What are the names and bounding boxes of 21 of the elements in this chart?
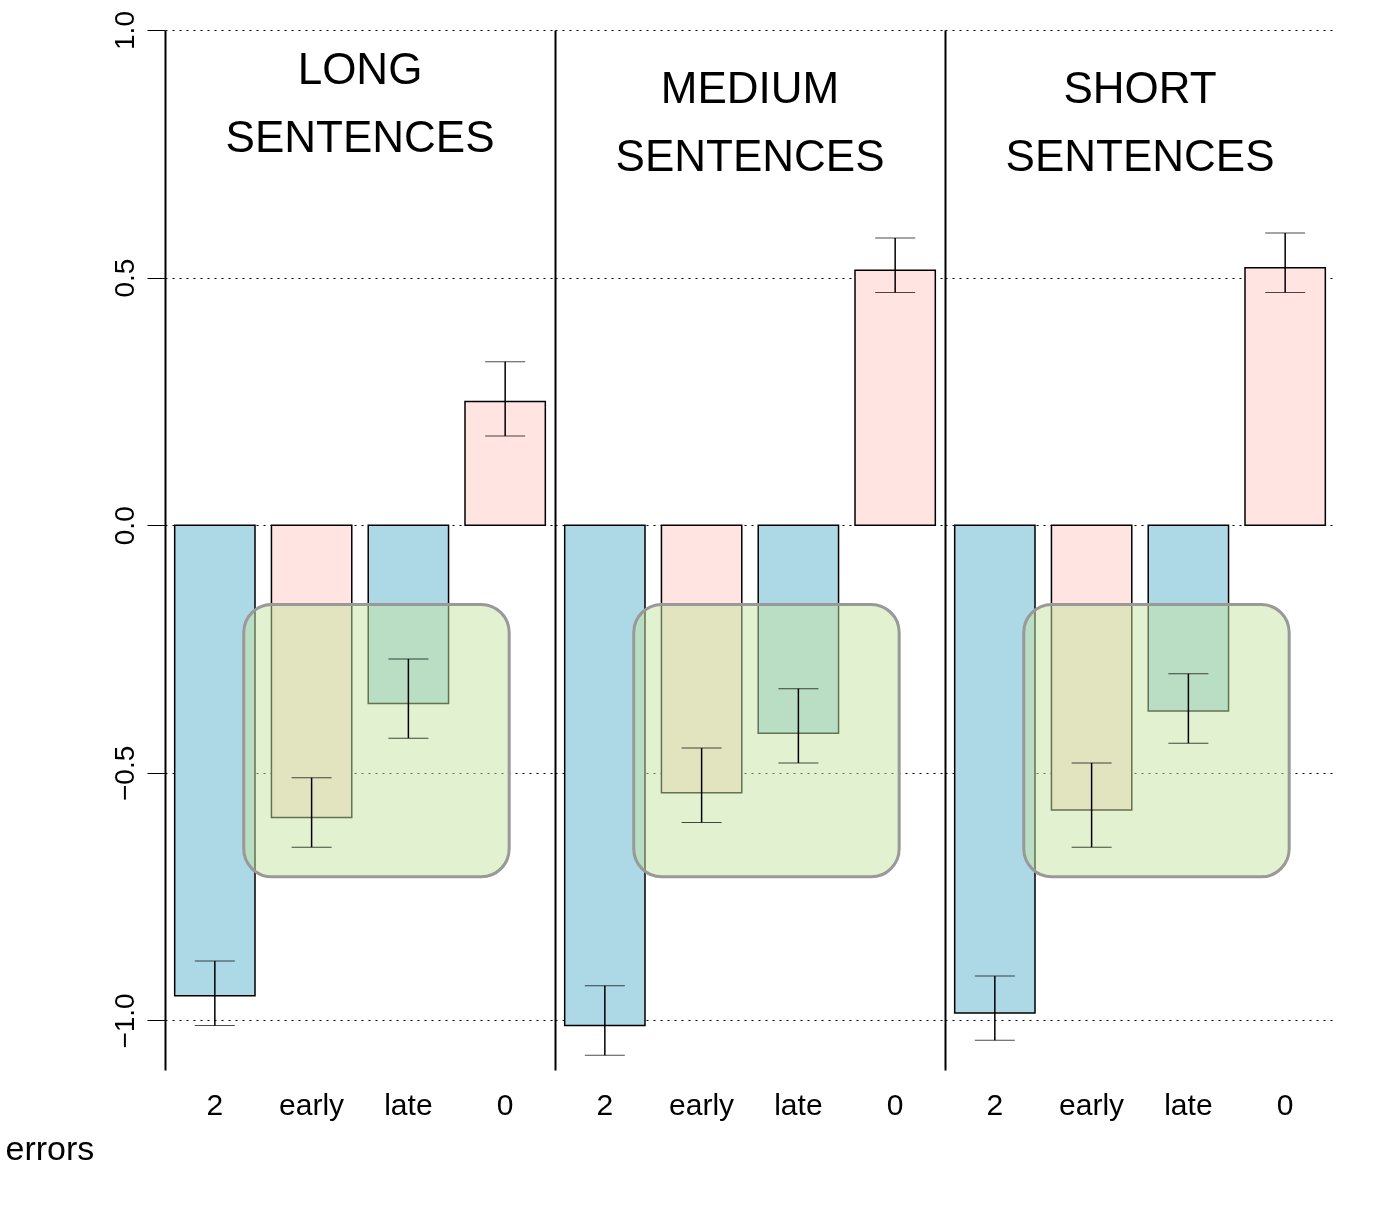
x-tick-label: 0 [886, 1087, 904, 1121]
x-tick-label: late [1164, 1087, 1213, 1121]
text: LONG SENTENCES [225, 43, 495, 161]
y-tick-label: 0.0 [108, 506, 140, 546]
x-tick-label: early [669, 1087, 735, 1121]
x-tick-label: late [774, 1087, 823, 1121]
text: SHORT SENTENCES [1005, 63, 1275, 180]
x-tick-label: early [1059, 1087, 1125, 1121]
x-tick-label: 2 [206, 1087, 224, 1121]
x-tick-label: late [384, 1087, 433, 1121]
x-tick-label: 2 [596, 1087, 614, 1121]
x-tick-label: 2 [986, 1087, 1004, 1121]
y-tick-label: 1.0 [108, 11, 140, 50]
y-tick-label: −0.5 [108, 745, 140, 801]
y-tick-label: −1.0 [108, 993, 140, 1049]
x-axis-title: errors [5, 1128, 95, 1167]
y-tick-label: 0.5 [108, 258, 140, 298]
text: MEDIUM SENTENCES [615, 63, 885, 180]
x-tick-label: 0 [496, 1087, 514, 1121]
x-tick-label: early [279, 1087, 345, 1121]
x-tick-label: 0 [1276, 1087, 1294, 1121]
